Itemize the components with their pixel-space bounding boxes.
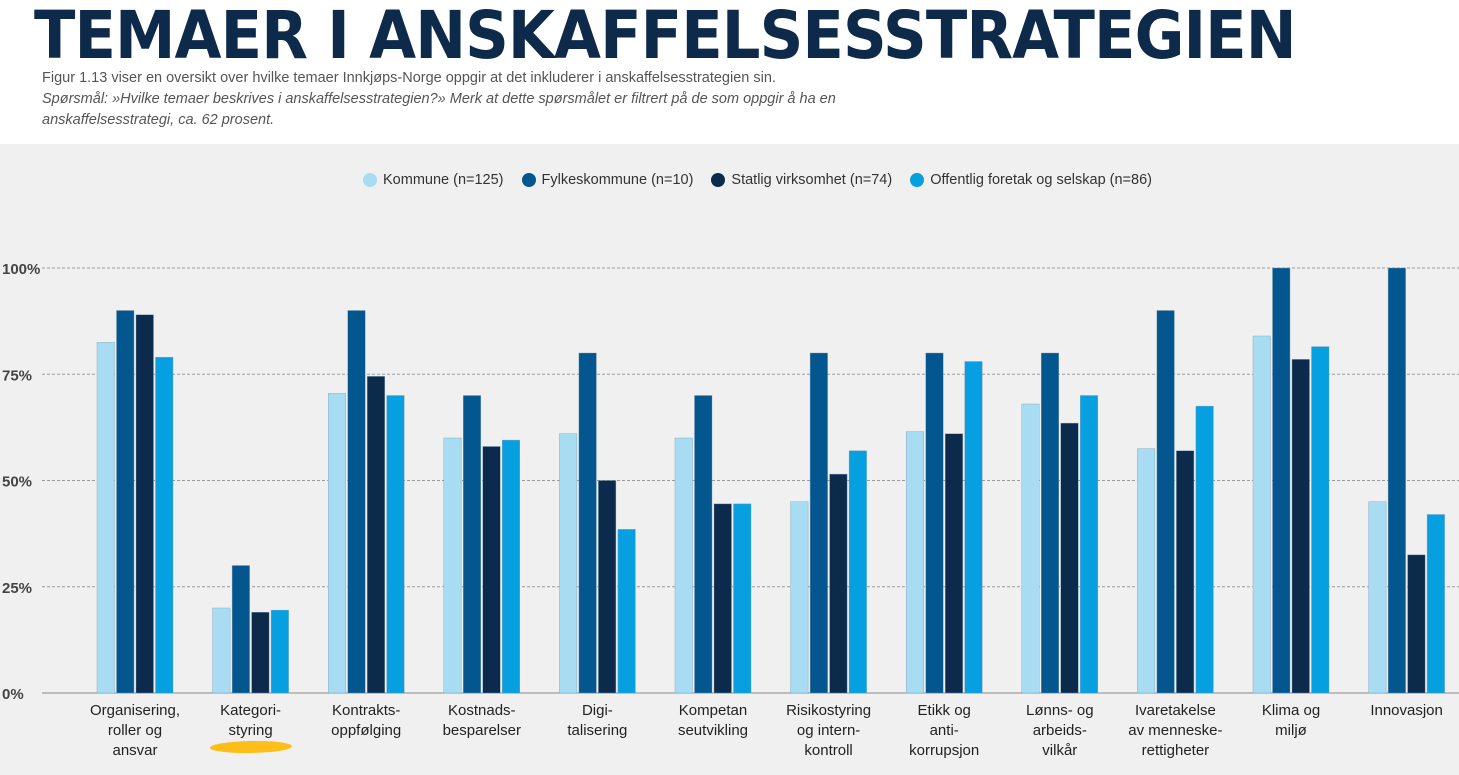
category-label: Kategori- [220, 702, 281, 719]
category-label: Lønns- og [1026, 702, 1094, 719]
category-label: Innovasjon [1370, 702, 1443, 719]
category-label: Klima og [1262, 702, 1320, 719]
category-label: styring [229, 722, 273, 739]
bar [328, 393, 346, 694]
category-label: Organisering, [90, 702, 180, 719]
legend-item-statlig: Statlig virksomhet (n=74) [711, 172, 892, 188]
bar [617, 529, 636, 694]
y-tick-label: 100% [2, 261, 40, 278]
bar [1407, 554, 1426, 694]
category-label: miljø [1275, 722, 1307, 739]
legend-label: Offentlig foretak og selskap (n=86) [930, 172, 1152, 188]
bar [251, 612, 270, 694]
bar [598, 480, 617, 694]
page-title: TEMAER I ANSKAFFELSESSTRATEGIEN [34, 0, 1297, 74]
legend-swatch-fylkeskommune [521, 173, 536, 187]
category-label: Ivaretakelse [1135, 702, 1216, 719]
legend-item-kommune: Kommune (n=125) [363, 172, 504, 188]
category-label: kontroll [804, 742, 852, 759]
category-label: ansvar [112, 742, 157, 759]
bar [231, 565, 250, 694]
category-label: Digi- [582, 702, 613, 719]
category-label: Risikostyring [786, 702, 871, 719]
bar [1021, 403, 1040, 694]
bar [482, 446, 501, 694]
bar [848, 450, 867, 694]
bar [559, 433, 578, 694]
bar [1311, 346, 1330, 694]
category-label: talisering [567, 722, 627, 739]
bar [694, 395, 713, 694]
legend: Kommune (n=125) Fylkeskommune (n=10) Sta… [0, 172, 1459, 188]
category-label: Kostnads- [448, 702, 516, 719]
bar [1060, 422, 1079, 694]
y-tick-label: 0% [2, 686, 24, 703]
y-tick-label: 75% [2, 367, 32, 384]
category-label: roller og [108, 722, 162, 739]
bar [1387, 267, 1406, 694]
category-label: besparelser [443, 722, 521, 739]
category-label: av menneske- [1128, 722, 1222, 739]
bar [713, 503, 732, 694]
bar [1195, 405, 1214, 694]
bar [155, 357, 174, 694]
bar [463, 395, 481, 694]
bar [212, 607, 231, 694]
bar [367, 376, 385, 694]
bar [925, 352, 944, 694]
category-label: arbeids- [1033, 722, 1087, 739]
bar [964, 361, 983, 694]
legend-swatch-kommune [363, 173, 377, 187]
bar [1041, 352, 1060, 694]
legend-label: Kommune (n=125) [383, 172, 504, 188]
category-label: vilkår [1042, 742, 1077, 759]
bar [945, 433, 963, 694]
bar [96, 342, 115, 694]
legend-swatch-statlig [711, 173, 726, 187]
bar [674, 437, 693, 694]
legend-label: Statlig virksomhet (n=74) [731, 172, 893, 188]
bar [443, 437, 462, 694]
y-tick-label: 25% [2, 580, 32, 597]
bar [578, 352, 597, 694]
bar [386, 395, 405, 694]
category-label: Kompetan [679, 702, 747, 719]
bar [502, 439, 520, 694]
bar [135, 314, 154, 694]
bar [1156, 310, 1175, 694]
category-label: rettigheter [1142, 742, 1210, 759]
bar [790, 501, 809, 694]
legend-swatch-foretak [910, 173, 925, 187]
figure-caption: Figur 1.13 viser en oversikt over hvilke… [42, 70, 776, 86]
bar [116, 310, 135, 694]
bar [1252, 335, 1271, 694]
legend-item-foretak: Offentlig foretak og selskap (n=86) [910, 172, 1152, 188]
bar [270, 609, 289, 694]
bar [347, 310, 366, 694]
category-label: anti- [930, 722, 959, 739]
category-label: korrupsjon [909, 742, 979, 759]
bar [1291, 359, 1310, 694]
intro-text: Figur 1.13 viser en oversikt over hvilke… [42, 68, 922, 131]
bar [1137, 448, 1156, 694]
bar [733, 503, 752, 694]
category-label: Kontrakts- [332, 702, 400, 719]
bar [1272, 267, 1291, 694]
category-label: seutvikling [678, 722, 748, 739]
bar [1176, 450, 1195, 694]
bar [1368, 501, 1387, 694]
bar [829, 473, 848, 694]
category-label: Etikk og [918, 702, 971, 719]
category-label: og intern- [797, 722, 860, 739]
category-label: oppfølging [331, 722, 401, 739]
legend-label: Fylkeskommune (n=10) [541, 172, 694, 188]
legend-item-fylkeskommune: Fylkeskommune (n=10) [521, 172, 694, 188]
y-tick-label: 50% [2, 474, 32, 491]
bar [1080, 395, 1099, 694]
bar [906, 431, 924, 694]
bar [1426, 514, 1445, 694]
bar [809, 352, 828, 694]
survey-question: Spørsmål: »Hvilke temaer beskrives i ans… [42, 91, 836, 128]
